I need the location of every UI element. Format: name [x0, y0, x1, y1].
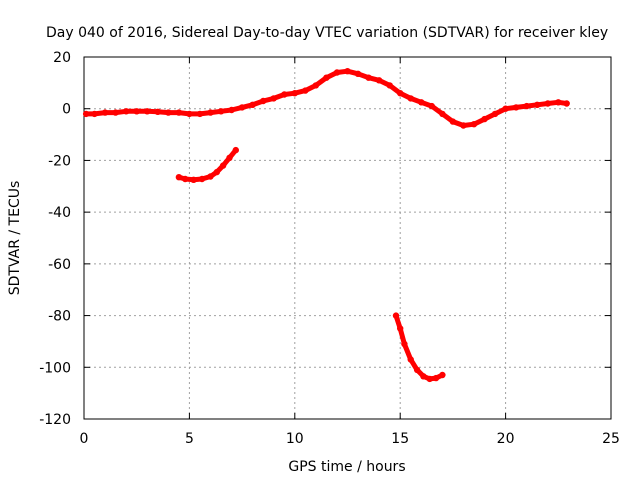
data-point [312, 82, 320, 89]
data-point [512, 104, 520, 111]
data-point [154, 108, 161, 116]
x-tick-label: 0 [80, 431, 89, 447]
data-point [260, 97, 267, 105]
series-line [176, 147, 239, 183]
data-point [401, 340, 408, 348]
data-point [91, 110, 98, 118]
y-axis-label: SDTVAR / TECUs [7, 181, 23, 296]
data-point [186, 110, 193, 118]
data-point [407, 95, 414, 102]
y-tick-label: -80 [48, 309, 71, 325]
data-point [449, 118, 457, 125]
data-point [420, 373, 427, 380]
data-point [502, 105, 509, 112]
data-point [207, 109, 214, 116]
data-point [175, 109, 183, 116]
data-point [249, 101, 256, 109]
data-point [291, 90, 298, 97]
data-point [213, 168, 220, 176]
y-tick-label: 20 [53, 50, 71, 66]
data-point [228, 106, 235, 114]
data-point [407, 356, 414, 363]
x-tick-label: 15 [391, 431, 409, 447]
data-point [133, 108, 140, 115]
data-point [481, 115, 488, 123]
data-point [196, 110, 204, 118]
data-point [219, 162, 227, 169]
data-point [101, 109, 109, 116]
chart-title: Day 040 of 2016, Sidereal Day-to-day VTE… [46, 25, 608, 41]
data-point [555, 99, 562, 106]
data-point [207, 173, 214, 180]
data-point [397, 90, 404, 97]
data-point [375, 77, 383, 84]
data-point [323, 74, 330, 81]
y-tick-label: -20 [48, 153, 71, 169]
data-point [238, 104, 246, 111]
y-tick-label: -120 [39, 412, 71, 428]
data-point [198, 175, 206, 183]
data-point [165, 109, 172, 116]
data-point [365, 74, 372, 81]
y-tick-label: -60 [48, 257, 71, 273]
data-point [439, 371, 446, 379]
x-tick-label: 25 [602, 431, 620, 447]
data-point [302, 87, 309, 94]
y-tick-label: -40 [48, 205, 71, 221]
data-point [112, 109, 119, 116]
data-point [333, 69, 341, 76]
data-point [428, 102, 435, 110]
data-point [82, 110, 90, 118]
data-point [190, 176, 197, 183]
data-point [544, 100, 551, 107]
data-point [491, 110, 499, 118]
data-series [82, 68, 570, 383]
data-point [386, 82, 393, 89]
axis-ticks: 0 5 10 15 20 25 -120 -100 -80 -60 -40 -20 0 20 [39, 50, 620, 447]
data-point [354, 70, 362, 78]
data-point [232, 146, 239, 154]
data-point [392, 312, 400, 319]
data-point [563, 100, 570, 107]
data-point [270, 95, 277, 102]
data-point [418, 99, 425, 106]
y-tick-label: 0 [62, 102, 71, 118]
data-point [426, 375, 433, 383]
data-point [460, 122, 467, 129]
data-point [344, 68, 351, 75]
x-axis-label: GPS time / hours [288, 459, 405, 475]
plot-frame [83, 56, 612, 420]
x-tick-label: 5 [185, 431, 194, 447]
data-point [397, 325, 404, 332]
grid-lines [84, 57, 611, 419]
data-point [413, 366, 421, 374]
data-point [534, 101, 541, 109]
data-point [432, 374, 440, 382]
y-tick-label: -100 [39, 360, 71, 376]
data-point [175, 174, 183, 181]
data-point [217, 108, 225, 115]
data-point [281, 91, 288, 98]
data-point [144, 108, 151, 115]
data-point [439, 110, 446, 118]
data-point [226, 154, 233, 161]
x-tick-label: 20 [497, 431, 515, 447]
data-point [470, 121, 478, 128]
x-tick-label: 10 [286, 431, 304, 447]
data-point [123, 108, 130, 115]
data-point [523, 102, 530, 110]
data-point [182, 175, 189, 183]
